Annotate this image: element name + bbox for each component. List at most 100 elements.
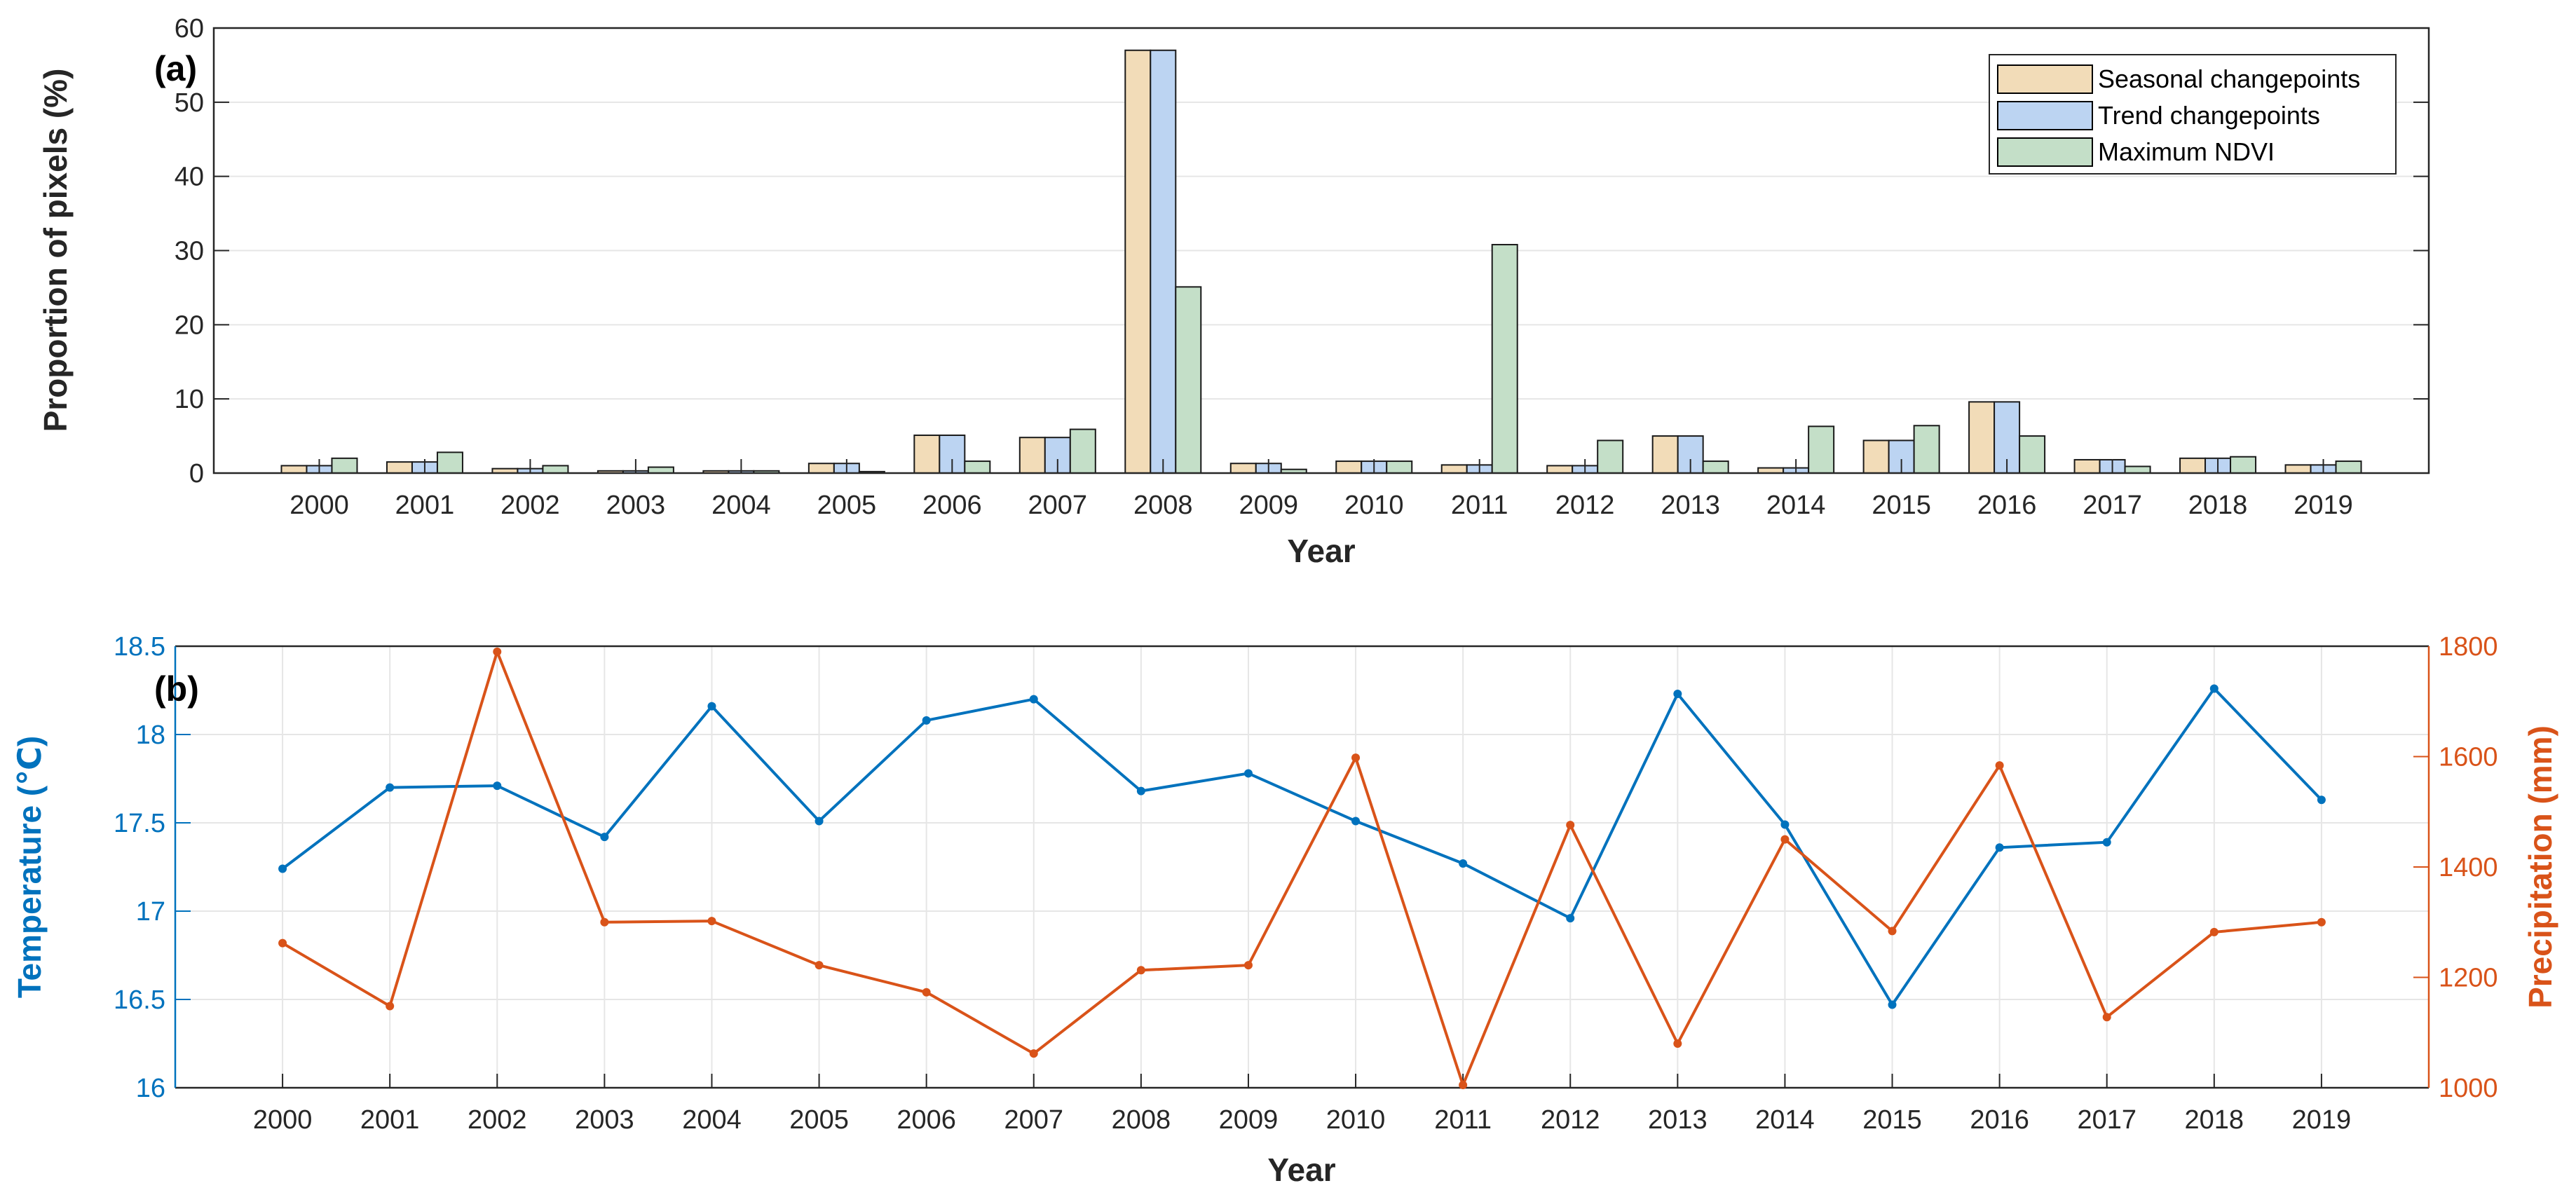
x-tick-label: 2017	[2077, 1105, 2137, 1135]
legend-label-max-ndvi: Maximum NDVI	[2098, 137, 2275, 166]
precipitation-point	[922, 988, 931, 997]
panel-b-left-y-ticks: 16 16.5 17 17.5 18 18.5	[114, 632, 165, 1103]
y-tick-label: 40	[175, 163, 204, 192]
bar	[280, 465, 308, 474]
bar	[2284, 464, 2312, 474]
legend-swatch-seasonal	[1997, 64, 2093, 94]
x-tick-label: 2012	[1555, 491, 1615, 520]
temperature-point	[707, 702, 716, 711]
legend-label-seasonal: Seasonal changepoints	[2098, 64, 2360, 93]
panel-a-label: (a)	[154, 49, 197, 88]
x-tick-label: 2002	[468, 1105, 527, 1135]
bar	[2124, 465, 2151, 474]
x-tick-label: 2016	[1970, 1105, 2029, 1135]
legend-swatch-trend	[1997, 101, 2093, 130]
x-tick-label: 2000	[289, 491, 349, 520]
x-tick-label: 2000	[253, 1105, 313, 1135]
precipitation-point	[1351, 753, 1361, 763]
x-tick-label: 2010	[1326, 1105, 1386, 1135]
precipitation-point	[1136, 966, 1145, 975]
x-tick-label: 2010	[1344, 491, 1404, 520]
x-tick-label: 2014	[1755, 1105, 1815, 1135]
bar	[1862, 439, 1890, 474]
x-tick-label: 2011	[1434, 1105, 1492, 1135]
x-tick-label: 2019	[2294, 491, 2353, 520]
bar	[2179, 457, 2207, 474]
bar	[1546, 465, 1574, 474]
x-tick-label: 2003	[575, 1105, 634, 1135]
bar	[1808, 425, 1835, 474]
x-tick-label: 2007	[1004, 1105, 1063, 1135]
temperature-point	[1029, 695, 1038, 704]
x-tick-label: 2015	[1862, 1105, 1922, 1135]
panel-b-label: (b)	[154, 669, 199, 709]
y-tick-label: 20	[175, 310, 204, 340]
bar	[1651, 435, 1679, 474]
panel-a-y-axis-title: Proportion of pixels (%)	[37, 69, 74, 432]
x-tick-label: 2003	[606, 491, 666, 520]
x-tick-label: 2004	[711, 491, 771, 520]
precipitation-point	[1673, 1039, 1682, 1048]
precipitation-point	[278, 938, 287, 948]
y-tick-label: 0	[189, 459, 204, 489]
temperature-point	[1243, 769, 1253, 778]
temperature-point	[1566, 914, 1575, 923]
temperature-point	[1673, 690, 1682, 699]
precipitation-point	[1029, 1049, 1038, 1058]
temperature-point	[2317, 795, 2326, 805]
bar	[436, 451, 463, 474]
panel-b-plot-area	[175, 646, 2429, 1088]
precipitation-point	[2102, 1013, 2111, 1022]
bar	[2230, 456, 2257, 474]
temperature-point	[1136, 786, 1145, 795]
y-tick-label: 30	[175, 237, 204, 266]
axes-box	[212, 27, 2430, 474]
bar	[913, 435, 941, 474]
bar	[807, 463, 835, 474]
temperature-point	[1459, 859, 1468, 868]
bar	[1175, 286, 1202, 474]
bar	[964, 460, 991, 474]
panel-a-legend: Seasonal changepoints Trend changepoints…	[1989, 54, 2397, 175]
x-tick-label: 2006	[897, 1105, 956, 1135]
bar	[1597, 439, 1624, 474]
panel-b-lines	[278, 647, 2326, 1090]
x-tick-label: 2007	[1028, 491, 1088, 520]
left-y-tick-label: 18.5	[114, 632, 165, 662]
bar	[1150, 49, 1177, 474]
left-y-tick-label: 18	[136, 720, 165, 750]
temperature-point	[815, 817, 824, 826]
panel-a-axes	[212, 27, 2430, 474]
temperature-point	[1780, 820, 1790, 829]
x-tick-label: 2012	[1541, 1105, 1600, 1135]
panel-a-y-ticks: 0 10 20 30 40 50 60	[175, 14, 204, 489]
left-y-tick-label: 17	[136, 897, 165, 927]
x-tick-label: 2005	[789, 1105, 849, 1135]
bar	[1229, 463, 1257, 474]
temperature-point	[1351, 817, 1361, 826]
temperature-point	[493, 781, 502, 791]
bar	[1069, 428, 1096, 474]
y-tick-label: 10	[175, 385, 204, 414]
precipitation-point	[493, 647, 502, 656]
precipitation-point	[1888, 927, 1897, 936]
panel-a-x-axis-title: Year	[1287, 533, 1355, 569]
temperature-point	[278, 864, 287, 873]
temperature-point	[1995, 843, 2004, 852]
legend-label-trend: Trend changepoints	[2098, 101, 2320, 130]
temperature-point	[922, 716, 931, 725]
bar	[331, 457, 358, 474]
panel-b-left-y-axis-title: Temperature (℃)	[11, 736, 48, 998]
right-y-tick-label: 1400	[2439, 853, 2498, 882]
x-tick-label: 2013	[1661, 491, 1720, 520]
bar	[1913, 425, 1940, 474]
temperature-point	[600, 833, 609, 842]
legend-swatch-max-ndvi	[1997, 137, 2093, 167]
x-tick-label: 2015	[1872, 491, 1931, 520]
x-tick-label: 2009	[1239, 491, 1298, 520]
precipitation-line	[282, 647, 2322, 1089]
x-tick-label: 2016	[1977, 491, 2037, 520]
